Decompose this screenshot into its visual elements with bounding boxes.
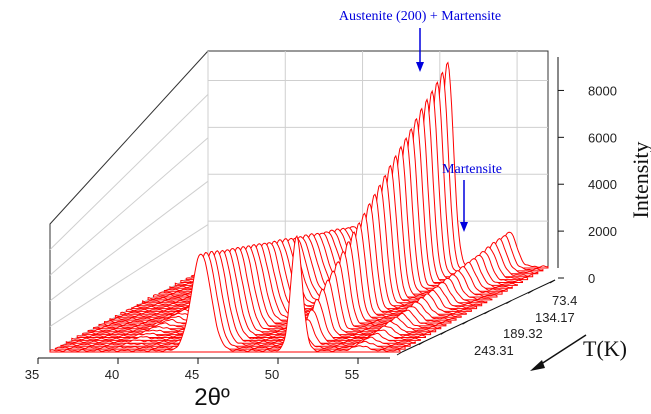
z-axis-tick [506, 300, 512, 305]
diffraction-series-line [49, 234, 401, 353]
left-wall-gridline [49, 180, 209, 302]
x-tick-label: 40 [105, 367, 119, 382]
z-tick-label: 189.32 [503, 326, 543, 341]
left-wall-gridline [49, 224, 209, 327]
z-axis-tick [396, 351, 403, 356]
annotation-martensite: Martensite [442, 162, 502, 177]
y-tick-label: 8000 [588, 83, 617, 98]
z-axis-label: T(K) [583, 336, 627, 361]
x-tick-label: 50 [265, 367, 279, 382]
z-tick-label: 73.4 [552, 293, 577, 308]
z-axis-tick [549, 279, 556, 284]
chart-labels: 2θº Intensity T(K) Austenite (200) + Mar… [194, 9, 651, 411]
y-tick-label: 6000 [588, 130, 617, 145]
chart-axes: 35 40 45 50 55 0 2000 4000 6000 8000 73.4 134.17189… [25, 28, 617, 382]
y-tick-label: 0 [588, 271, 595, 286]
left-wall [49, 50, 209, 352]
z-axis-tick [418, 341, 425, 346]
z-arrow-line [534, 334, 587, 369]
x-axis-label: 2θº [194, 384, 230, 411]
y-tick-label: 4000 [588, 177, 617, 192]
diffraction-series-line [54, 252, 406, 350]
y-tick-label: 2000 [588, 224, 617, 239]
z-tick-label: 134.17 [535, 310, 575, 325]
z-arrow-head [530, 360, 545, 371]
y-axis-label: Intensity [628, 142, 651, 219]
z-axis-tick [527, 289, 534, 294]
z-axis-tick [484, 310, 490, 315]
diffraction-series-line [82, 248, 432, 336]
x-tick-label: 35 [25, 367, 39, 382]
diffraction-curves [49, 61, 549, 353]
annotation-arrowhead-2 [460, 222, 468, 232]
x-tick-label: 55 [345, 367, 359, 382]
annotation-austenite-martensite: Austenite (200) + Martensite [339, 9, 501, 24]
x-tick-label: 45 [185, 367, 199, 382]
z-tick-label: 243.31 [474, 343, 514, 358]
annotation-arrowhead-1 [416, 62, 424, 72]
left-wall-gridline [49, 137, 209, 276]
left-wall-gridline [49, 94, 209, 250]
z-axis-tick [440, 330, 446, 335]
diffraction-series-line [60, 250, 411, 347]
z-axis-tick [462, 320, 468, 325]
diffraction-series-line [65, 250, 416, 344]
